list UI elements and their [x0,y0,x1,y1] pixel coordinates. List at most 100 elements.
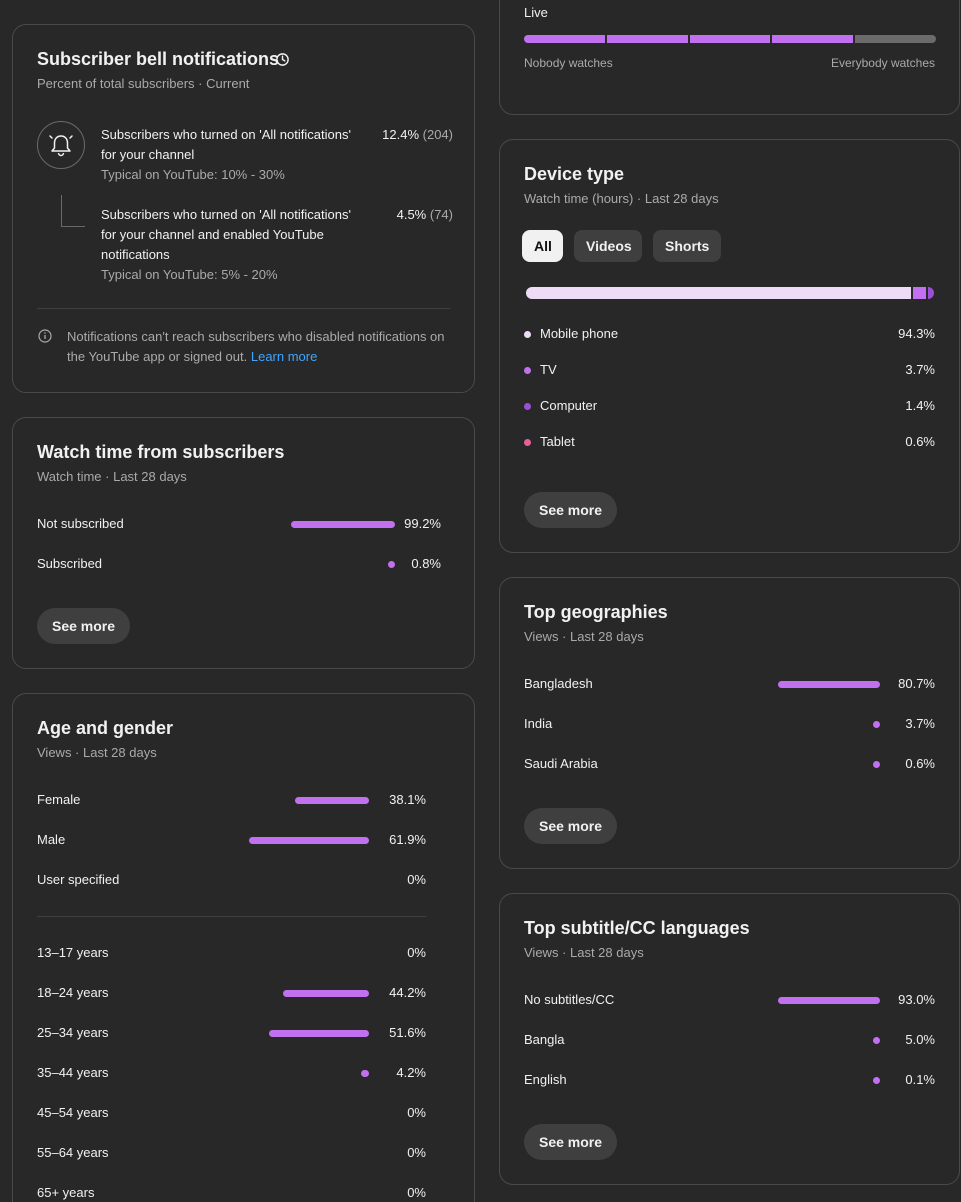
row-value: 0% [407,1185,426,1200]
row-label: English [524,1072,567,1087]
row-label: 13–17 years [37,945,109,960]
top-subtitle-languages-card: Top subtitle/CC languages Views · Last 2… [499,893,960,1185]
device-legend-row: Computer 1.4% [524,396,935,416]
geo-row: Saudi Arabia 0.6% [524,754,935,774]
age-row: 65+ years 0% [37,1183,426,1202]
device-bar-segment [526,287,911,299]
device-legend-row: Tablet 0.6% [524,432,935,452]
see-more-button[interactable]: See more [524,1124,618,1160]
row-bar [778,997,880,1004]
row-label: 18–24 years [37,985,109,1000]
row-label: Saudi Arabia [524,756,598,771]
row-bar [295,797,369,804]
live-segment [855,35,936,43]
row-label: 25–34 years [37,1025,109,1040]
row-value: 0% [407,1145,426,1160]
see-more-button[interactable]: See more [37,608,131,644]
row-bar [361,1070,369,1077]
info-icon [38,329,52,343]
device-stacked-bar [526,287,934,299]
row-label: Female [37,792,81,807]
bell-item-count: (204) [422,127,453,142]
legend-label: Computer [540,398,598,413]
legend-value: 3.7% [905,362,935,377]
gender-row: User specified 0% [37,870,426,890]
bell-item-text: Subscribers who turned on 'All notificat… [101,207,351,262]
legend-value: 0.6% [905,434,935,449]
bell-item-value: 12.4% (204) [382,127,453,142]
row-value: 44.2% [389,985,426,1000]
row-value: 3.7% [905,716,935,731]
card-subtitle: Percent of total subscribers · Current [37,76,250,91]
bell-item-pct: 4.5% [396,207,427,222]
bell-ring-icon [37,121,85,169]
row-bar [778,681,880,688]
gender-row: Female 38.1% [37,790,426,810]
device-bar-segment [925,287,934,299]
device-legend-row: TV 3.7% [524,360,935,380]
chip-shorts[interactable]: Shorts [653,230,721,262]
legend-dot [524,367,531,374]
chip-videos[interactable]: Videos [574,230,642,262]
row-value: 0% [407,872,426,887]
age-row: 55–64 years 0% [37,1143,426,1163]
learn-more-link[interactable]: Learn more [250,349,318,364]
see-more-button[interactable]: See more [524,492,618,528]
subtitle-row: No subtitles/CC 93.0% [524,990,935,1010]
age-row: 18–24 years 44.2% [37,983,426,1003]
live-label: Live [524,5,548,20]
row-label: Not subscribed [37,516,124,531]
row-label: India [524,716,553,731]
geo-row: Bangladesh 80.7% [524,674,935,694]
age-row: 35–44 years 4.2% [37,1063,426,1083]
row-dot [873,1037,880,1044]
row-value: 99.2% [404,516,441,531]
bell-item-enabled-notifications: Subscribers who turned on 'All notificat… [101,205,453,285]
legend-value: 1.4% [905,398,935,413]
legend-label: TV [540,362,557,377]
card-subtitle: Views · Last 28 days [524,629,644,644]
see-more-button[interactable]: See more [524,808,618,844]
row-value: 0.1% [905,1072,935,1087]
device-bar-segment [910,287,926,299]
row-label: No subtitles/CC [524,992,615,1007]
card-subtitle: Views · Last 28 days [524,945,644,960]
bell-item-text: Subscribers who turned on 'All notificat… [101,127,351,162]
divider [37,916,426,917]
chip-all[interactable]: All [522,230,563,262]
history-icon[interactable] [275,52,290,67]
watch-row: Subscribed 0.8% [37,554,441,574]
row-value: 38.1% [389,792,426,807]
subtitle-row: Bangla 5.0% [524,1030,935,1050]
row-label: 55–64 years [37,1145,109,1160]
legend-value: 94.3% [898,326,935,341]
row-value: 61.9% [389,832,426,847]
bell-item-pct: 12.4% [382,127,420,142]
row-bar [291,521,395,528]
card-title: Top subtitle/CC languages [524,918,750,938]
live-segment [689,35,771,43]
bell-item-typical: Typical on YouTube: 10% - 30% [101,167,285,182]
live-min-label: Nobody watches [524,56,613,70]
device-legend-row: Mobile phone 94.3% [524,324,935,344]
row-dot [873,1077,880,1084]
live-segment [772,35,854,43]
row-label: User specified [37,872,120,887]
live-max-label: Everybody watches [830,56,935,70]
row-dot [873,721,880,728]
card-title: Top geographies [524,602,668,622]
age-row: 13–17 years 0% [37,943,426,963]
row-value: 0% [407,945,426,960]
card-title: Subscriber bell notifications [37,49,280,69]
row-label: 45–54 years [37,1105,109,1120]
row-value: 0.8% [411,556,441,571]
row-bar [249,837,369,844]
row-value: 51.6% [389,1025,426,1040]
row-value: 0.6% [905,756,935,771]
bell-item-value: 4.5% (74) [397,207,453,222]
bell-item-all-notifications: Subscribers who turned on 'All notificat… [101,125,453,185]
gender-row: Male 61.9% [37,830,426,850]
legend-label: Mobile phone [540,326,619,341]
live-segment [524,35,605,43]
